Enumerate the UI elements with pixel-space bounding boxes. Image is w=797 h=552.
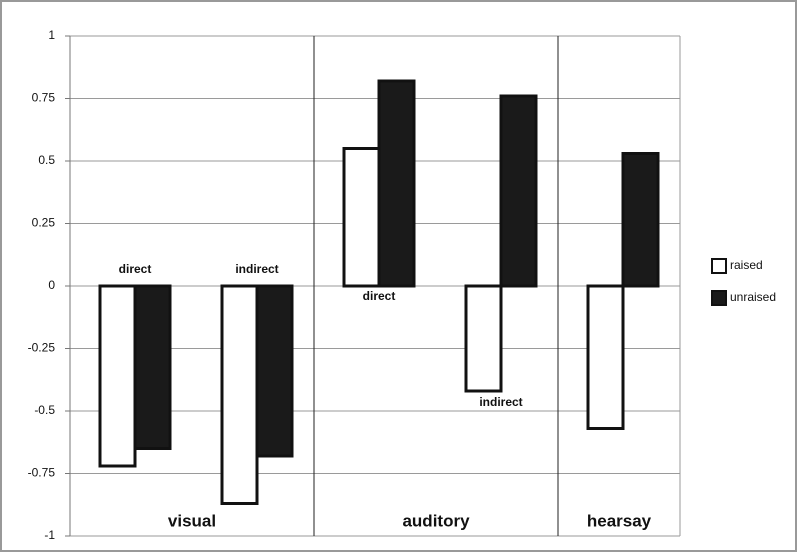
group-label: auditory — [402, 511, 470, 530]
category-label: direct — [119, 262, 152, 276]
bar — [464, 284, 503, 393]
category-label: indirect — [235, 262, 278, 276]
y-tick-label: -1 — [44, 528, 55, 542]
bar — [499, 94, 538, 288]
bar — [98, 284, 137, 468]
bar — [220, 284, 259, 505]
legend-label: raised — [730, 258, 763, 272]
y-tick-label: 1 — [48, 28, 55, 42]
y-tick-label: 0.25 — [32, 216, 56, 230]
y-tick-label: 0.5 — [38, 153, 55, 167]
y-tick-label: 0 — [48, 278, 55, 292]
group-label: hearsay — [587, 511, 652, 530]
bar — [133, 284, 172, 450]
y-tick-label: 0.75 — [32, 91, 56, 105]
y-tick-label: -0.75 — [28, 466, 56, 480]
category-label: direct — [363, 289, 396, 303]
bar — [342, 147, 381, 288]
category-label: indirect — [479, 395, 522, 409]
legend-swatch — [711, 258, 727, 274]
bar — [621, 152, 660, 288]
legend-label: unraised — [730, 290, 776, 304]
y-tick-label: -0.5 — [34, 403, 55, 417]
legend-swatch — [711, 290, 727, 306]
y-tick-label: -0.25 — [28, 341, 56, 355]
bar — [255, 284, 294, 458]
bar — [586, 284, 625, 430]
group-label: visual — [168, 511, 216, 530]
bar — [377, 79, 416, 288]
